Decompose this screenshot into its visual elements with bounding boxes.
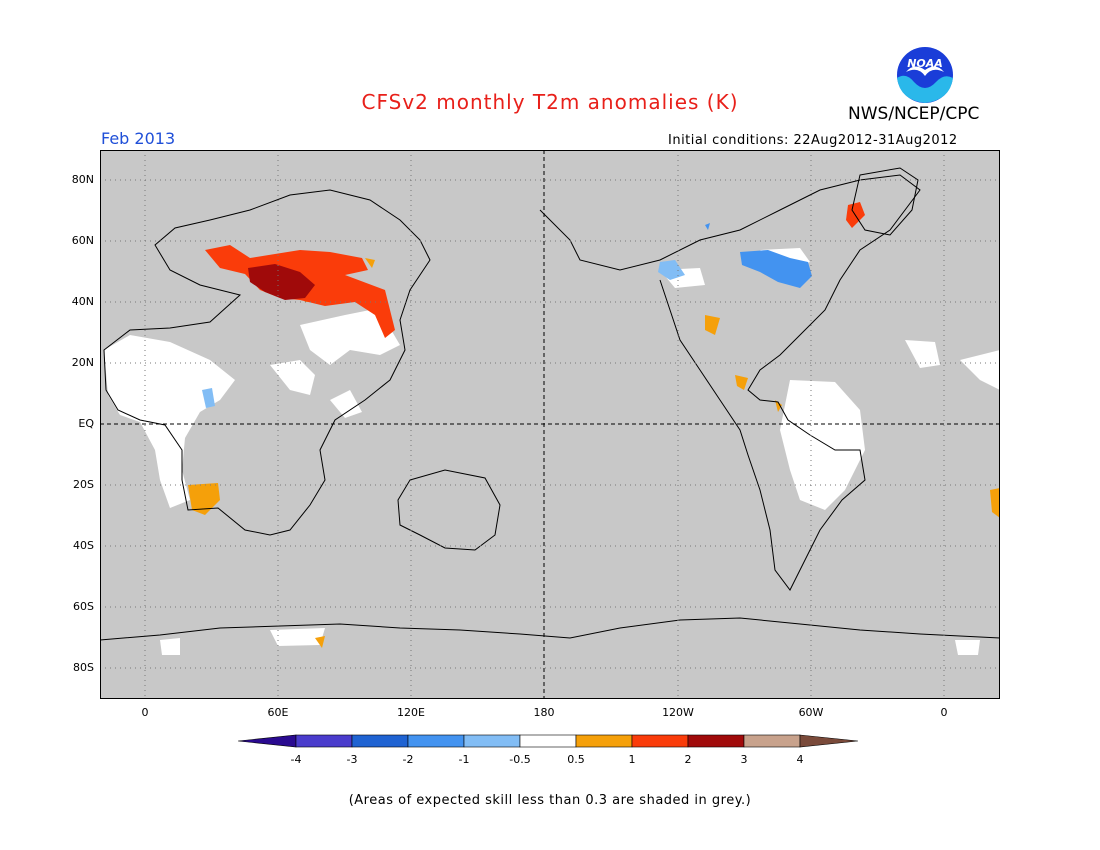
- colorbar-tick-label: -1: [458, 753, 470, 766]
- no-anomaly-regions: [104, 248, 1000, 655]
- lat-label-80n: 80N: [71, 173, 94, 186]
- grid-lines: [100, 150, 1000, 699]
- colorbar: [238, 734, 859, 748]
- colorbar-tick-label: 4: [796, 753, 804, 766]
- colorbar-cell: [631, 734, 689, 748]
- lon-label-120w: 120W: [662, 706, 694, 719]
- colorbar-tick-label: 2: [684, 753, 692, 766]
- colorbar-tick-label: -3: [346, 753, 358, 766]
- lat-label-60s: 60S: [73, 600, 94, 613]
- colorbar-cell: [575, 734, 633, 748]
- skill-note: (Areas of expected skill less than 0.3 a…: [348, 793, 752, 808]
- colorbar-arrow-low: [238, 734, 297, 748]
- lon-label-60e: 60E: [267, 706, 289, 719]
- colorbar-tick-label: -0.5: [509, 753, 531, 766]
- colorbar-tick-label: 1: [628, 753, 636, 766]
- colorbar-arrow-high: [799, 734, 859, 748]
- colorbar-tick-label: -2: [402, 753, 414, 766]
- positive-anomaly-large: [248, 264, 315, 300]
- noaa-logo: NOAA: [894, 44, 956, 106]
- colorbar-cell: [295, 734, 353, 748]
- lat-label-20s: 20S: [73, 478, 94, 491]
- chart-title: CFSv2 monthly T2m anomalies (K): [361, 90, 739, 114]
- lat-label-40s: 40S: [73, 539, 94, 552]
- colorbar-cell: [743, 734, 801, 748]
- reference-lines: [100, 150, 1000, 699]
- lon-label-60w: 60W: [798, 706, 824, 719]
- colorbar-cell: [519, 734, 577, 748]
- colorbar-cell: [463, 734, 521, 748]
- lon-label-0-east: 0: [940, 706, 948, 719]
- colorbar-cell: [351, 734, 409, 748]
- lat-label-60n: 60N: [71, 234, 94, 247]
- negative-anomaly-medium: [705, 223, 812, 288]
- lon-label-120e: 120E: [397, 706, 425, 719]
- lat-label-40n: 40N: [71, 295, 94, 308]
- lat-label-80s: 80S: [73, 661, 94, 674]
- colorbar-tick-label: -4: [290, 753, 302, 766]
- coastlines: [100, 167, 1000, 641]
- colorbar-cell: [687, 734, 745, 748]
- organization-label: NWS/NCEP/CPC: [848, 104, 980, 124]
- anomaly-map: [100, 150, 1000, 699]
- lat-label-eq: EQ: [78, 417, 94, 430]
- lon-label-180: 180: [533, 706, 555, 719]
- lon-label-0: 0: [141, 706, 149, 719]
- lat-label-20n: 20N: [71, 356, 94, 369]
- positive-anomaly-small: [188, 258, 1000, 648]
- initial-conditions: Initial conditions: 22Aug2012-31Aug2012: [668, 133, 958, 148]
- colorbar-cell: [407, 734, 465, 748]
- colorbar-tick-label: 0.5: [567, 753, 585, 766]
- colorbar-tick-label: 3: [740, 753, 748, 766]
- forecast-period: Feb 2013: [101, 129, 176, 148]
- svg-text:NOAA: NOAA: [907, 57, 943, 70]
